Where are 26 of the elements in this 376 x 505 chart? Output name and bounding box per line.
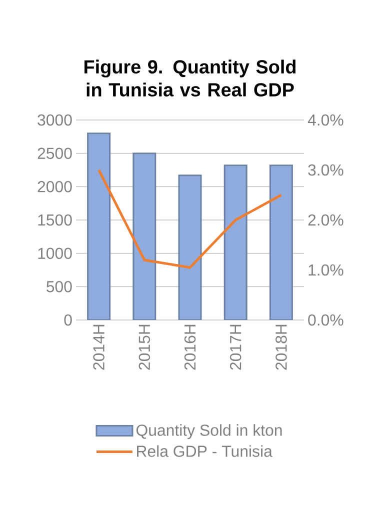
y2-tick-label: 1.0% bbox=[308, 264, 344, 276]
x-tick-label: 2016H bbox=[184, 324, 196, 370]
y2-tick-label: 0.0% bbox=[308, 314, 344, 326]
y-tick-label: 3000 bbox=[38, 114, 72, 126]
bar bbox=[132, 152, 156, 320]
bar bbox=[178, 174, 202, 320]
bar bbox=[269, 164, 293, 320]
y2-tick-label: 2.0% bbox=[308, 214, 344, 226]
bar bbox=[224, 164, 248, 320]
x-tick-label: 2014H bbox=[93, 324, 104, 370]
y-tick-label: 1000 bbox=[38, 248, 72, 259]
bar bbox=[87, 132, 111, 320]
x-tick-label: 2018H bbox=[276, 324, 287, 370]
x-tick-label: 2015H bbox=[138, 324, 150, 370]
line-series bbox=[98, 168, 282, 269]
y-tick-label: 2000 bbox=[38, 181, 72, 192]
x-tick-label: 2017H bbox=[230, 324, 242, 370]
chart-title: Figure 9. Quantity Sold in Tunisia vs Real GDP bbox=[84, 60, 296, 97]
y-tick-label: 1500 bbox=[38, 214, 72, 226]
y2-tick-label: 3.0% bbox=[308, 164, 344, 176]
y-tick-label: 500 bbox=[46, 281, 72, 292]
legend-label: Quantity Sold in kton bbox=[136, 424, 282, 440]
y-tick-label: 2500 bbox=[38, 148, 72, 159]
legend-label: Rela GDP - Tunisia bbox=[137, 445, 272, 457]
y-tick-label: 0 bbox=[64, 314, 72, 326]
y2-tick-label: 4.0% bbox=[308, 114, 344, 126]
